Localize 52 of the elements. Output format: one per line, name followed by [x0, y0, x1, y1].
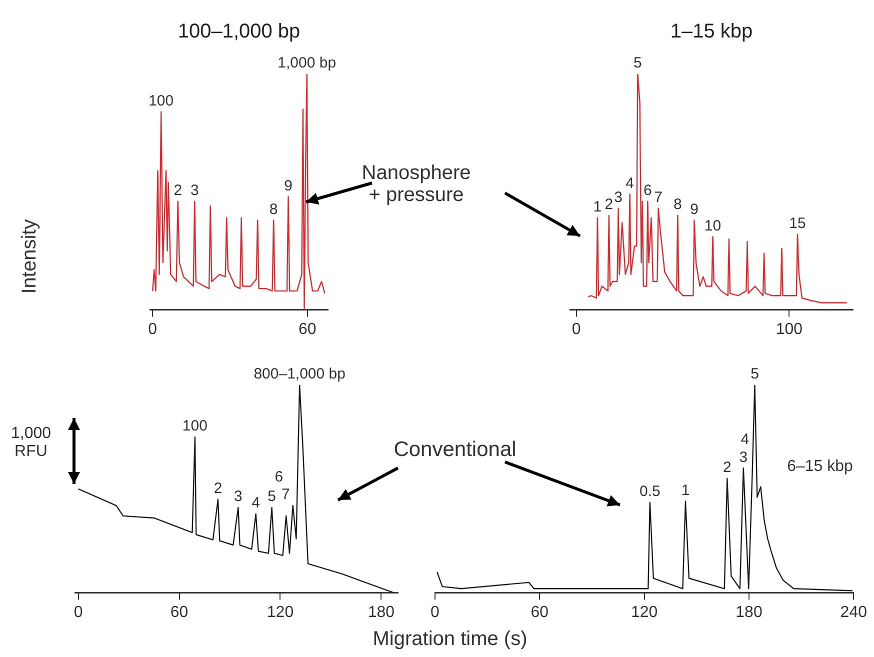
annotation: 0.5: [639, 483, 660, 500]
x-tick-label: 180: [736, 604, 762, 621]
annotation: 3: [739, 448, 748, 466]
x-tick-label: 60: [298, 320, 316, 338]
annotation: 1,000 bp: [278, 54, 336, 72]
x-axis-title: Migration time (s): [372, 628, 528, 651]
annotation: 5: [633, 54, 642, 72]
annotation: 9: [690, 200, 698, 218]
annotation: 5: [268, 488, 276, 506]
annotation: 3: [614, 189, 622, 206]
annotation: 6–15 kbp: [786, 458, 854, 476]
annotation: 2: [723, 459, 732, 476]
annotation: 6: [643, 182, 652, 199]
annotation: 3: [190, 182, 199, 199]
annotation: 10: [704, 217, 722, 234]
annotation: 4: [740, 431, 750, 448]
x-tick-label: 240: [840, 604, 868, 621]
annotation: 2: [604, 196, 614, 214]
annotation: 1: [681, 482, 690, 500]
text: Nanosphere + pressure: [360, 162, 472, 206]
chart-title: 100–1,000 bp: [178, 20, 300, 43]
annotation: 7: [282, 486, 290, 504]
x-tick-label: 0: [572, 320, 581, 338]
y-axis-title: Intensity: [18, 218, 42, 296]
annotation: 8: [673, 196, 682, 214]
chart-title: 1–15 kbp: [670, 20, 753, 43]
annotation: 100: [148, 92, 174, 110]
annotation: 800–1,000 bp: [254, 366, 346, 383]
annotation: 1: [593, 198, 602, 216]
annotation: Conventional: [392, 438, 518, 461]
annotation: 4: [626, 174, 634, 192]
x-tick-label: 120: [630, 604, 658, 621]
x-tick-label: 0: [430, 604, 440, 621]
x-tick-label: 60: [170, 604, 188, 621]
x-tick-label: 0: [74, 604, 83, 621]
x-tick-label: 0: [148, 320, 158, 338]
annotation: 8: [269, 200, 278, 218]
x-tick-label: 180: [368, 604, 395, 621]
text: 1,000 RFU: [10, 425, 52, 461]
annotation: 6: [274, 468, 284, 486]
annotation: 2: [214, 480, 222, 497]
annotation: 15: [789, 214, 806, 232]
annotation: 100: [182, 418, 208, 435]
annotation: 4: [252, 494, 260, 512]
annotation: 5: [750, 366, 759, 383]
x-tick-label: 100: [776, 320, 803, 338]
annotation: 2: [174, 182, 182, 199]
annotation: 7: [654, 189, 662, 206]
x-tick-label: 120: [266, 604, 294, 621]
annotation: 3: [234, 488, 242, 506]
annotation: 9: [284, 177, 292, 194]
x-tick-label: 60: [530, 604, 549, 621]
